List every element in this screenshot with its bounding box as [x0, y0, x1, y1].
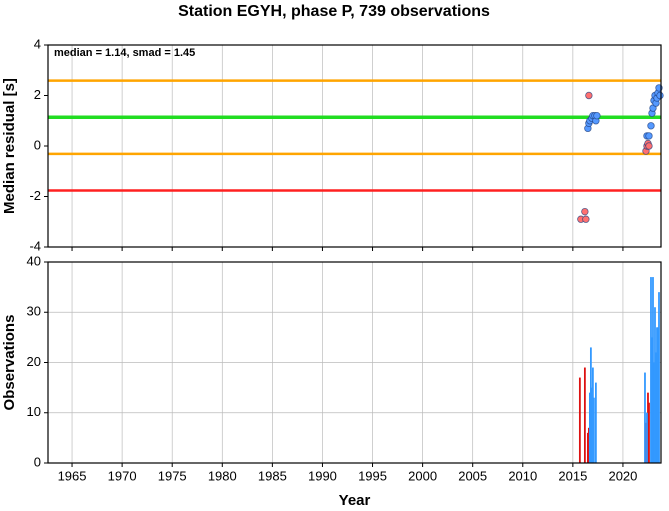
plot-frame: [47, 44, 662, 248]
bar: [590, 387, 593, 463]
bar: [586, 432, 589, 463]
point: [645, 132, 653, 140]
bar: [591, 367, 594, 463]
y-tick-label: 2: [34, 87, 41, 102]
bar: [652, 277, 654, 463]
chart-title: Station EGYH, phase P, 739 observations: [178, 3, 490, 20]
x-tick-label: 2015: [558, 468, 587, 483]
bar: [589, 347, 592, 463]
y-tick-label: 10: [27, 404, 41, 419]
point: [647, 122, 655, 130]
y-axis-label: Observations: [1, 315, 18, 411]
bar: [578, 377, 581, 463]
y-tick-label: 0: [34, 454, 41, 469]
bar: [583, 367, 586, 463]
bar: [651, 337, 653, 463]
y-tick-label: -4: [29, 238, 41, 253]
y-tick-label: 4: [34, 36, 41, 51]
bar: [655, 352, 657, 463]
bar: [645, 422, 647, 463]
x-tick-label: 2010: [508, 468, 537, 483]
point: [656, 91, 664, 100]
bar: [650, 277, 652, 463]
point: [645, 142, 653, 150]
x-tick-label: 1970: [108, 468, 137, 483]
y-axis-label: Median residual [s]: [1, 78, 18, 214]
point: [593, 111, 601, 120]
plot-frame: [47, 261, 662, 464]
bar: [657, 327, 659, 463]
x-tick-label: 2000: [408, 468, 437, 483]
bar: [653, 362, 655, 463]
bar: [588, 392, 591, 463]
bar: [647, 392, 649, 463]
bar: [587, 427, 590, 463]
annotation: median = 1.14, smad = 1.45: [54, 47, 195, 59]
x-tick-label: 1995: [358, 468, 387, 483]
y-tick-label: -2: [29, 188, 41, 203]
x-tick-label: 2020: [608, 468, 637, 483]
x-axis-label: Year: [339, 492, 371, 509]
point: [585, 91, 593, 100]
y-tick-label: 0: [34, 137, 41, 152]
x-tick-label: 1980: [208, 468, 237, 483]
y-tick-label: 40: [27, 253, 41, 268]
bar: [656, 327, 658, 463]
x-tick-label: 1975: [158, 468, 187, 483]
point: [581, 207, 589, 216]
point: [582, 215, 590, 223]
bar: [594, 382, 597, 463]
y-tick-label: 20: [27, 354, 41, 369]
bar: [646, 412, 648, 463]
x-tick-label: 1990: [308, 468, 337, 483]
bar: [644, 372, 646, 463]
y-tick-label: 30: [27, 304, 41, 319]
x-tick-label: 1965: [58, 468, 87, 483]
x-tick-label: 1985: [258, 468, 287, 483]
x-tick-label: 2005: [458, 468, 487, 483]
bar: [658, 292, 660, 463]
bar: [648, 402, 650, 463]
bar: [654, 307, 656, 463]
bar: [592, 397, 595, 463]
